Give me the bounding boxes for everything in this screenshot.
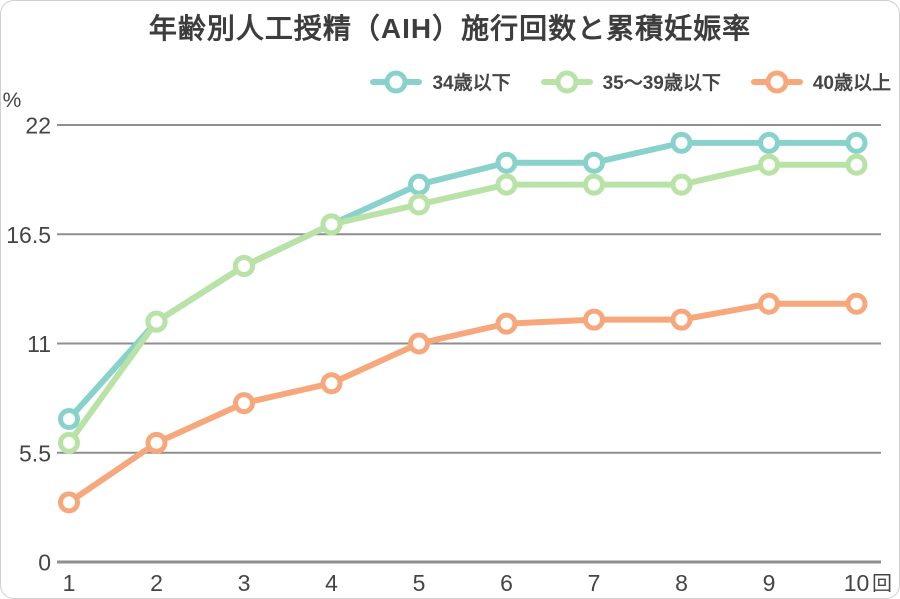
legend-item-age-over-40: 40歳以上 <box>750 68 891 95</box>
legend-line-marker-icon <box>370 78 423 85</box>
data-point-marker <box>758 292 780 315</box>
x-tick-label: 9 <box>763 570 776 596</box>
data-point-marker <box>233 392 255 415</box>
legend-item-age-under-34: 34歳以下 <box>370 68 511 95</box>
x-tick-label: 1 <box>63 570 76 596</box>
series-line-0 <box>66 139 860 422</box>
data-point-marker <box>145 431 168 454</box>
legend-label: 34歳以下 <box>432 73 511 94</box>
y-tick-label: 22 <box>25 113 51 139</box>
data-point-marker <box>58 431 80 454</box>
data-point-marker <box>320 372 343 395</box>
data-point-marker <box>670 131 693 154</box>
series-line-1 <box>66 161 860 446</box>
data-point-marker <box>845 153 868 176</box>
chart-legend: 34歳以下 35～39歳以下 40歳以上 <box>370 68 891 95</box>
legend-label: 35～39歳以下 <box>602 73 721 94</box>
data-point-marker <box>670 308 693 331</box>
y-tick-label: 16.5 <box>6 222 51 248</box>
legend-item-age-35-39: 35～39歳以下 <box>540 68 721 95</box>
x-tick-label: 5 <box>413 570 426 596</box>
series-line-2 <box>66 300 860 506</box>
x-tick-label: 10 <box>844 570 870 596</box>
data-point-marker <box>320 213 343 236</box>
data-point-marker <box>583 151 605 174</box>
y-tick-label: 0 <box>38 550 51 576</box>
data-point-marker <box>58 407 80 430</box>
data-point-marker <box>408 332 430 355</box>
data-point-marker <box>583 308 605 331</box>
data-point-marker <box>845 292 868 315</box>
x-tick-label: 6 <box>500 570 513 596</box>
x-tick-label: 2 <box>150 570 163 596</box>
legend-line-marker-icon <box>750 78 803 85</box>
data-point-marker <box>145 310 168 333</box>
data-point-marker <box>845 131 868 154</box>
data-point-marker <box>583 173 605 196</box>
legend-line-marker-icon <box>540 78 593 85</box>
x-tick-label: 8 <box>675 570 688 596</box>
data-point-marker <box>758 153 780 176</box>
y-tick-label: 11 <box>27 331 51 357</box>
data-point-marker <box>233 255 255 278</box>
data-point-marker <box>408 173 430 196</box>
data-point-marker <box>495 151 518 174</box>
chart-title: 年齢別人工授精（AIH）施行回数と累積妊娠率 <box>148 13 752 44</box>
y-tick-label: 5.5 <box>19 440 51 466</box>
data-point-marker <box>408 193 430 216</box>
x-tick-label: 3 <box>238 570 251 596</box>
x-tick-label: 4 <box>325 570 338 596</box>
x-axis-unit-label: 回 <box>872 573 892 595</box>
data-point-marker <box>495 173 518 196</box>
data-point-marker <box>58 491 80 514</box>
y-axis-unit-label: % <box>3 89 22 112</box>
data-point-marker <box>495 312 518 335</box>
legend-label: 40歳以上 <box>812 73 891 94</box>
x-tick-label: 7 <box>588 570 601 596</box>
data-point-marker <box>758 131 780 154</box>
data-point-marker <box>670 173 693 196</box>
